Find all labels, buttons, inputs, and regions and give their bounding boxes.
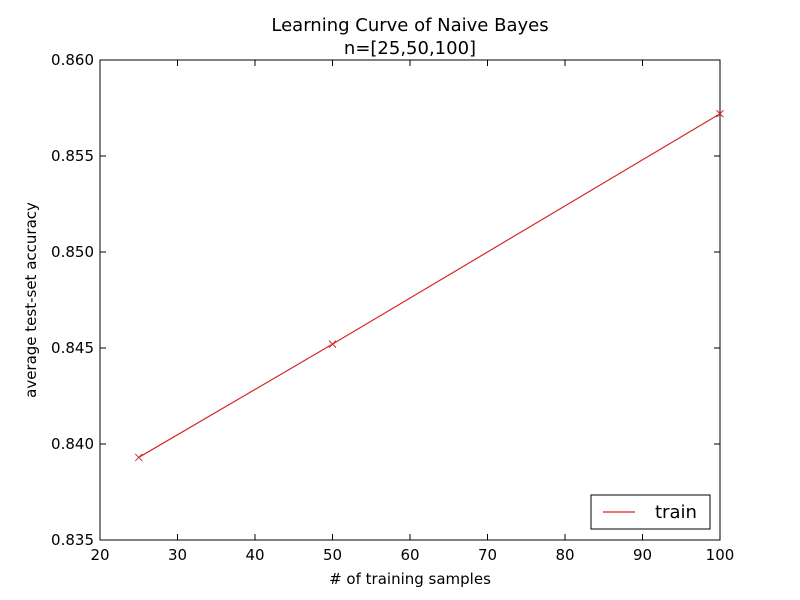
data-point-marker — [134, 453, 143, 462]
y-tick-label: 0.855 — [51, 147, 94, 165]
y-tick-label: 0.860 — [51, 51, 94, 69]
x-tick-label: 50 — [323, 546, 342, 564]
data-point-marker — [328, 340, 337, 349]
series-line-train — [138, 113, 721, 458]
plot-area — [99, 59, 724, 541]
x-tick-label: 100 — [706, 546, 735, 564]
legend: train — [590, 494, 711, 530]
x-tick-label: 90 — [633, 546, 652, 564]
y-tick-label: 0.835 — [51, 531, 94, 549]
y-axis-label: average test-set accuracy — [22, 202, 40, 398]
x-tick-label: 70 — [478, 546, 497, 564]
chart-title: Learning Curve of Naive Bayes — [271, 15, 548, 36]
data-point-marker — [716, 109, 724, 118]
axis-ticks: 20 30 40 50 60 70 80 90 100 0.835 0.840 0.845 0.850 0… — [51, 51, 734, 564]
x-tick-label: 80 — [555, 546, 574, 564]
x-tick-label: 40 — [245, 546, 264, 564]
x-tick-label: 30 — [168, 546, 187, 564]
legend-label-train: train — [655, 502, 697, 523]
x-tick-label: 60 — [400, 546, 419, 564]
y-tick-label: 0.845 — [51, 339, 94, 357]
x-axis-label: # of training samples — [329, 570, 491, 588]
chart-subtitle: n=[25,50,100] — [344, 38, 476, 59]
x-tick-label: 20 — [90, 546, 109, 564]
y-tick-label: 0.850 — [51, 243, 94, 261]
y-tick-label: 0.840 — [51, 435, 94, 453]
plot-frame — [99, 59, 721, 541]
